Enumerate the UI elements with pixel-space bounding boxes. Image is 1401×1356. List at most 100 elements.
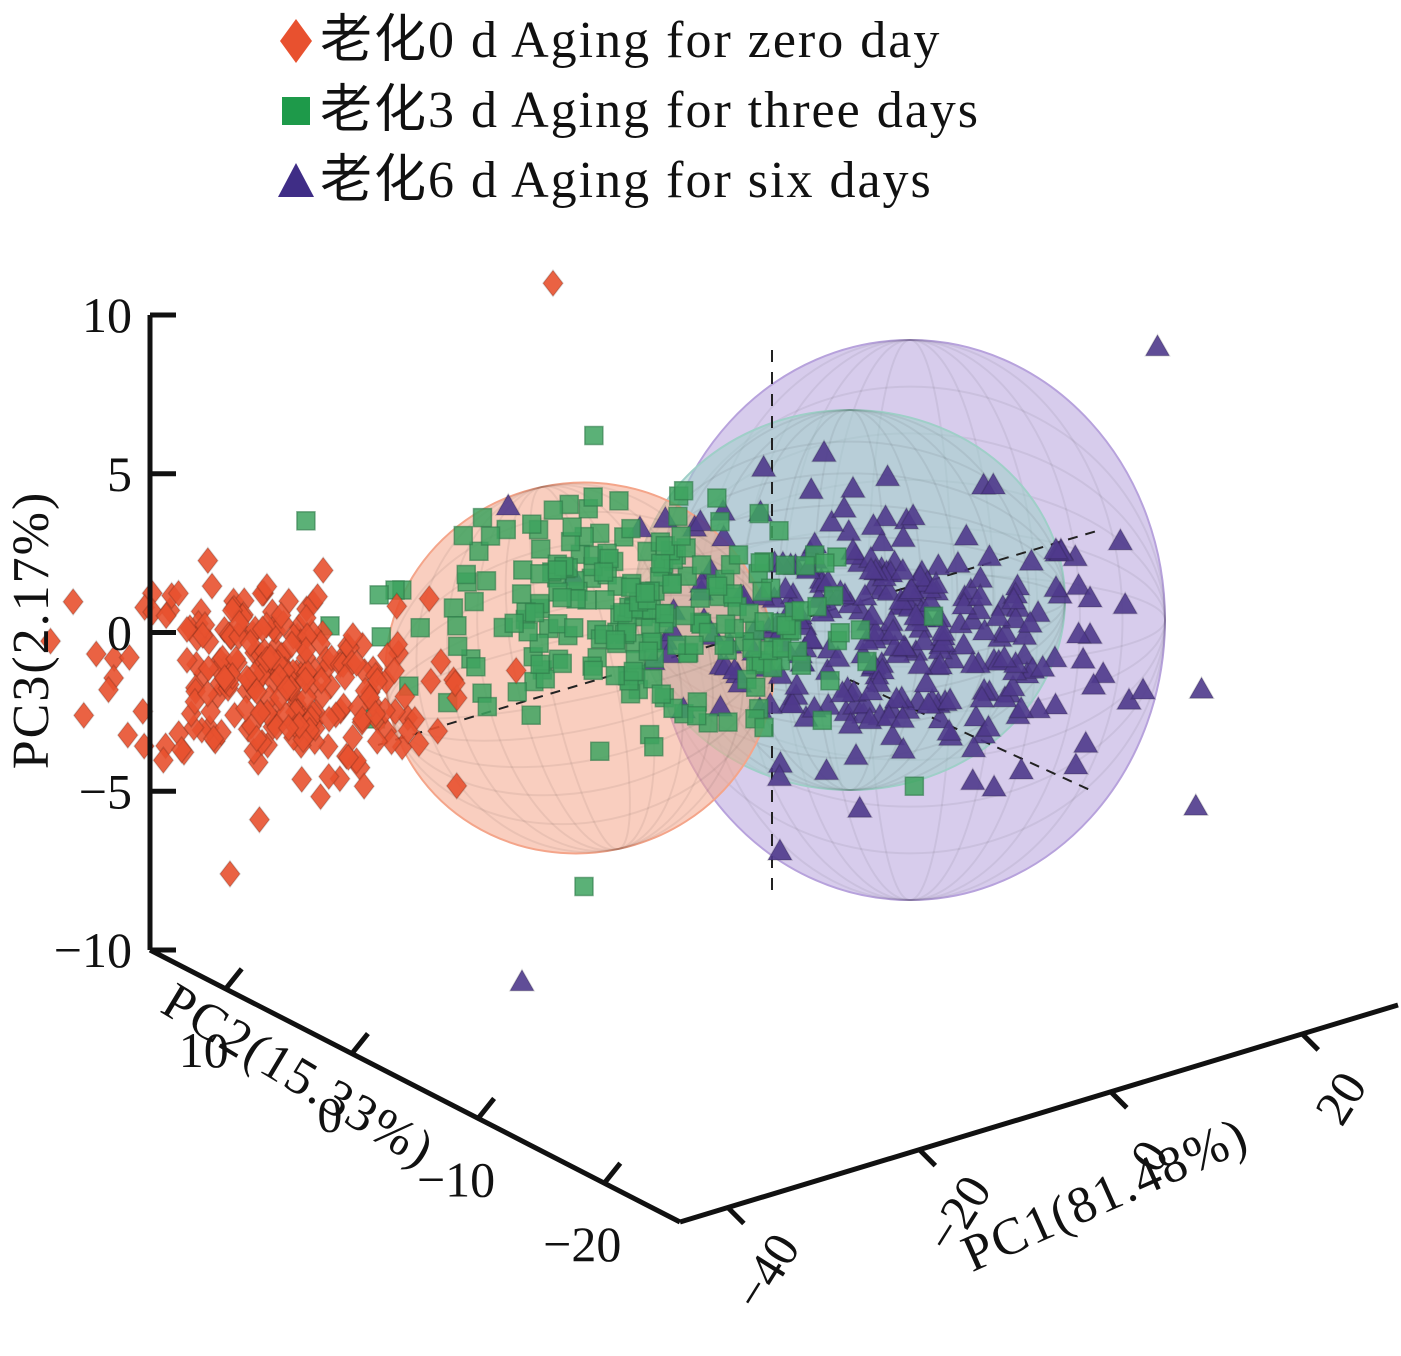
triangle-data-point (911, 627, 938, 651)
triangle-data-point (944, 549, 972, 574)
triangle-data-point (1065, 571, 1092, 596)
diamond-data-point (39, 626, 62, 656)
triangle-data-point (842, 742, 870, 766)
legend-label: 老化6 d Aging for six days (320, 152, 933, 209)
diamond-data-point (364, 699, 387, 729)
square-data-point (464, 591, 484, 612)
square-data-point (752, 581, 772, 602)
square-data-point (776, 615, 796, 636)
triangle-data-point (879, 617, 907, 641)
square-data-point (750, 553, 771, 573)
square-data-point (466, 656, 486, 677)
triangle-data-point (846, 794, 874, 818)
triangle-data-point (857, 677, 885, 701)
diamond-data-point (419, 666, 442, 696)
square-data-point (823, 585, 844, 606)
triangle-data-point (1018, 547, 1045, 572)
square-data-point (668, 506, 688, 527)
x-axis-line (679, 1002, 1399, 1225)
square-data-point (820, 670, 840, 691)
legend-item-day0: 老化0 d Aging for zero day (272, 6, 980, 76)
diamond-data-point (249, 698, 272, 728)
triangle-data-point (962, 703, 990, 727)
x-tick (1300, 1032, 1321, 1052)
diamond-data-point (426, 716, 449, 746)
square-data-point (635, 583, 656, 603)
triangle-data-point (1002, 605, 1029, 629)
triangle-data-point (1144, 333, 1171, 357)
diamond-data-point (255, 572, 278, 601)
triangle-data-point (875, 577, 903, 602)
square-data-point (795, 555, 816, 576)
triangle-data-point (898, 576, 925, 600)
triangle-data-point (930, 628, 957, 653)
square-data-point (715, 614, 736, 634)
triangle-data-point (980, 471, 1007, 495)
square-data-point (456, 564, 476, 585)
diamond-data-point (199, 697, 222, 726)
square-data-point (453, 525, 474, 546)
triangle-data-point (890, 633, 918, 657)
square-data-point (923, 606, 944, 627)
triangle-data-point (1072, 729, 1100, 754)
square-data-point (707, 488, 727, 508)
triangle-data-point (968, 684, 996, 708)
x-tick (917, 1147, 938, 1168)
triangle-data-point (710, 523, 737, 547)
diamond-data-point (201, 571, 223, 601)
diamond-data-point (259, 643, 282, 672)
square-data-point (522, 514, 542, 534)
square-data-point (815, 553, 835, 573)
triangle-data-point (1089, 660, 1117, 684)
square-data-point (655, 603, 675, 624)
triangle-data-point (810, 439, 838, 463)
diamond-data-point (341, 723, 364, 752)
triangle-data-point (915, 690, 942, 715)
diamond-data-point (295, 682, 318, 712)
z-tick-label: 5 (107, 446, 132, 502)
triangle-data-point (959, 767, 987, 791)
diamond-data-point (317, 762, 340, 791)
triangle-data-point (1011, 621, 1038, 646)
square-data-point (521, 705, 541, 725)
square-data-point (543, 500, 564, 520)
diamond-data-point (397, 716, 420, 745)
diamond-marker-icon (272, 17, 320, 65)
triangle-data-point (1042, 574, 1070, 598)
diamond-data-point (213, 663, 236, 693)
square-data-point (812, 710, 833, 731)
y-tick-label: −20 (543, 1216, 621, 1272)
square-data-point (904, 776, 925, 796)
square-data-point (605, 630, 626, 650)
square-data-point (583, 660, 603, 681)
diamond-data-point (202, 724, 225, 753)
diamond-data-point (418, 584, 441, 613)
square-data-point (530, 564, 550, 584)
triangle-data-point (1129, 676, 1157, 700)
square-data-point (552, 653, 572, 674)
square-data-point (667, 635, 687, 655)
data-points (39, 269, 1215, 992)
triangle-data-point (991, 644, 1018, 668)
triangle-data-point (797, 476, 825, 500)
diamond-data-point (353, 772, 376, 801)
triangle-data-point (927, 651, 954, 675)
triangle-data-point (783, 671, 811, 696)
diamond-data-point (505, 656, 528, 685)
diamond-data-point (383, 656, 406, 685)
square-data-point (472, 507, 493, 528)
legend: 老化0 d Aging for zero day 老化3 d Aging for… (272, 6, 980, 216)
legend-label: 老化0 d Aging for zero day (320, 12, 942, 69)
diamond-data-point (62, 587, 85, 616)
square-data-point (447, 636, 468, 657)
z-axis-title: PC3(2.17%) (3, 491, 60, 770)
diamond-data-point (191, 621, 214, 650)
square-data-point (504, 613, 524, 634)
square-data-point (547, 560, 568, 580)
square-data-point (590, 741, 610, 762)
triangle-data-point (839, 537, 867, 561)
diamond-data-point (176, 615, 198, 644)
triangle-data-point (953, 522, 980, 546)
square-data-point (477, 696, 498, 717)
diamond-data-point (196, 679, 219, 708)
